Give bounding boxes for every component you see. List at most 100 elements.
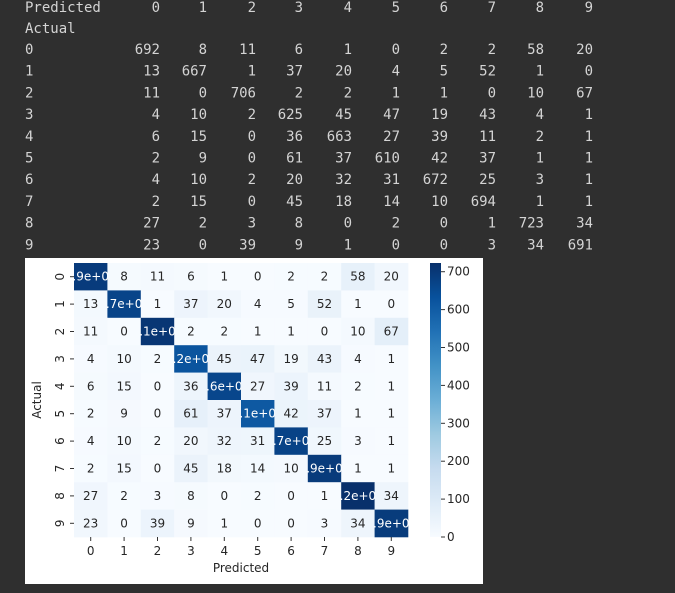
- table-cell: 691: [568, 237, 593, 253]
- heatmap-cell: [274, 482, 309, 510]
- heatmap-cell: [241, 482, 275, 510]
- heatmap-cell: [174, 509, 208, 538]
- cell-label: 15: [116, 379, 131, 393]
- cell-label: 2: [354, 379, 362, 393]
- table-cell: 0: [344, 216, 352, 232]
- heatmap-cell: [241, 345, 275, 373]
- heatmap-cell: [174, 290, 208, 319]
- heatmap-cell: [140, 509, 175, 538]
- cell-label: 37: [183, 297, 198, 311]
- heatmap-cell: [341, 400, 375, 428]
- table-cell: 3: [536, 172, 544, 188]
- cell-label: 7.1e+02: [132, 325, 184, 339]
- table-cell: 37: [286, 64, 303, 80]
- cell-label: 1: [287, 325, 295, 339]
- cell-label: 4: [87, 434, 95, 448]
- heatmap-cell: [174, 263, 208, 291]
- table-cell: 31: [383, 172, 400, 188]
- table-cell: 20: [335, 64, 352, 80]
- table-cell: 1: [344, 42, 352, 58]
- heatmap-cell: [74, 509, 108, 538]
- row-label: 7: [25, 194, 33, 210]
- heatmap-cell: [174, 427, 208, 456]
- heatmap-cell: [207, 427, 242, 456]
- cell-label: 10: [283, 462, 298, 476]
- table-cell: 0: [392, 237, 400, 253]
- heatmap-cell: [241, 263, 275, 291]
- table-cell: 61: [286, 151, 303, 167]
- cell-label: 11: [150, 270, 165, 284]
- heatmap-cell: [274, 345, 309, 373]
- table-cell: 42: [431, 151, 448, 167]
- cell-label: 8: [187, 489, 195, 503]
- cell-label: 13: [83, 297, 98, 311]
- table-cell: 11: [239, 42, 256, 58]
- cell-label: 2: [87, 462, 95, 476]
- cell-label: 36: [183, 379, 198, 393]
- heatmap-cell: [274, 372, 309, 401]
- heatmap-cell: [207, 509, 242, 538]
- colorbar-tick-label: 600: [447, 303, 470, 317]
- table-cell: 5: [440, 64, 448, 80]
- heatmap-cell: [274, 400, 309, 428]
- row-label: 9: [25, 237, 33, 253]
- table-cell: 45: [286, 194, 303, 210]
- table-cell: 667: [182, 64, 207, 80]
- column-label: 4: [344, 0, 352, 16]
- table-cell: 2: [536, 129, 544, 145]
- heatmap-cell: [241, 509, 275, 538]
- table-cell: 2: [488, 42, 496, 58]
- table-cell: 8: [295, 216, 303, 232]
- table-cell: 0: [248, 194, 256, 210]
- cell-label: 67: [384, 325, 399, 339]
- heatmap-cell: [307, 317, 342, 346]
- table-cell: 0: [440, 237, 448, 253]
- table-cell: 2: [199, 216, 207, 232]
- heatmap-cell: [207, 263, 242, 291]
- cell-label: 6.1e+02: [232, 407, 284, 421]
- cell-label: 3: [354, 434, 362, 448]
- cell-label: 2: [154, 352, 162, 366]
- cell-label: 1: [387, 352, 395, 366]
- row-label: 8: [25, 216, 33, 232]
- table-cell: 6: [295, 42, 303, 58]
- heatmap-cell: [307, 372, 342, 401]
- row-label: 0: [25, 42, 33, 58]
- table-cell: 2: [295, 85, 303, 101]
- column-label: 5: [392, 0, 400, 16]
- heatmap-cell: [241, 427, 275, 456]
- column-label: 2: [248, 0, 256, 16]
- x-tick-label: 1: [120, 544, 128, 558]
- cell-label: 1: [220, 516, 228, 530]
- table-cell: 37: [479, 151, 496, 167]
- table-cell: 4: [392, 64, 400, 80]
- colorbar-tick-label: 0: [447, 530, 455, 544]
- heatmap-cell: [341, 482, 375, 510]
- table-cell: 610: [375, 151, 400, 167]
- heatmap-cell: [374, 400, 409, 428]
- heatmap-cell: [374, 263, 409, 291]
- table-cell: 672: [423, 172, 448, 188]
- cell-label: 0: [154, 462, 162, 476]
- x-tick-label: 3: [187, 544, 195, 558]
- table-cell: 32: [335, 172, 352, 188]
- heatmap-cell: [341, 345, 375, 373]
- table-cell: 19: [431, 107, 448, 123]
- cell-label: 39: [150, 516, 165, 530]
- cell-label: 9: [120, 407, 128, 421]
- table-cell: 15: [190, 129, 207, 145]
- cell-label: 37: [217, 407, 232, 421]
- cell-label: 25: [317, 434, 332, 448]
- cell-label: 61: [183, 407, 198, 421]
- table-cell: 1: [536, 194, 544, 210]
- cell-label: 4: [254, 297, 262, 311]
- table-cell: 10: [431, 194, 448, 210]
- heatmap-cell: [241, 400, 275, 428]
- cell-label: 1: [321, 489, 329, 503]
- cell-label: 0: [120, 516, 128, 530]
- heatmap-cell: [207, 372, 242, 401]
- table-cell: 20: [576, 42, 593, 58]
- cell-label: 3: [154, 489, 162, 503]
- cell-label: 9: [187, 516, 195, 530]
- table-cell: 1: [344, 237, 352, 253]
